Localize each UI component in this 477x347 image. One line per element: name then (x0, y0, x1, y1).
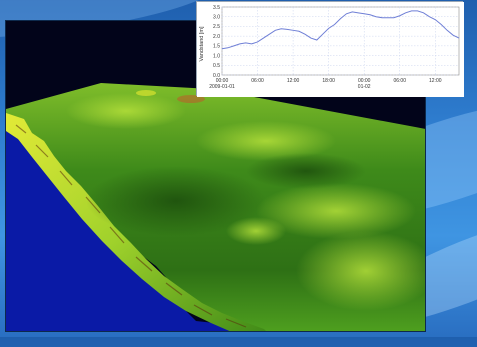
x-tick-label: 06:00 (251, 78, 264, 84)
y-axis-label: Vandstand [m] (199, 26, 205, 62)
y-tick-label: 3.5 (213, 5, 220, 11)
x-tick-label: 12:00 (287, 78, 300, 84)
water-level-plot: 0.00.51.01.52.02.53.03.500:002009-01-010… (197, 2, 464, 97)
y-tick-label: 2.0 (213, 34, 220, 40)
y-tick-label: 1.5 (213, 44, 220, 50)
terrain-water (6, 116, 425, 331)
y-tick-label: 0.5 (213, 63, 220, 69)
water-level-chart: 0.0 0.5 1.0 1.5 2.0 2.5 3.0 3.5 00:00 2009-01-01 0… (196, 1, 464, 97)
x-tick-label: 12:00 (429, 78, 442, 84)
x-tick-label: 18:00 (322, 78, 335, 84)
x-tick-label: 00:00 (358, 78, 371, 84)
x-tick-sublabel: 2009-01-01 (209, 84, 235, 90)
x-tick-label: 00:00 (216, 78, 229, 84)
y-tick-label: 2.5 (213, 24, 220, 30)
x-tick-label: 06:00 (393, 78, 406, 84)
series-line (221, 10, 460, 50)
terrain-cliff (6, 113, 266, 331)
x-tick-sublabel: 01-02 (358, 84, 371, 90)
y-tick-label: 0.0 (213, 73, 220, 79)
y-tick-label: 3.0 (213, 15, 220, 21)
y-tick-label: 1.0 (213, 53, 220, 59)
